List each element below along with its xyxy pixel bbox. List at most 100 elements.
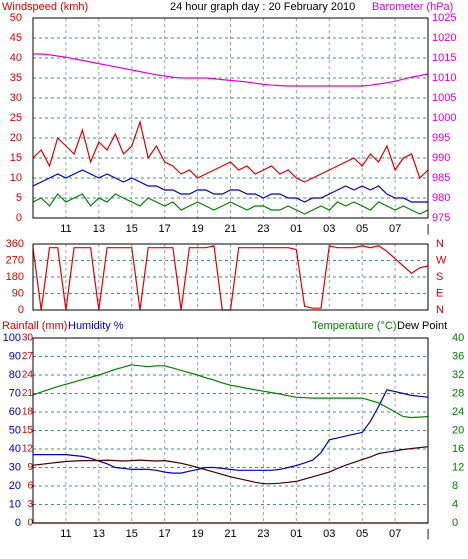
chart-title: 24 hour graph day : 20 February 2010 (170, 1, 355, 13)
y2-tick-label: 985 (432, 172, 450, 184)
y2-tick-label: 1025 (432, 12, 456, 24)
y-tick-label: 25 (10, 112, 22, 124)
y2-tick-label: 0 (452, 517, 458, 529)
y-tick-label: 45 (10, 32, 22, 44)
x-tick-label: 13 (93, 223, 105, 235)
y2-tick-label: W (436, 254, 447, 266)
y2-tick-label: S (436, 271, 443, 283)
y2-tick-label: 32 (452, 369, 464, 381)
series-line (32, 119, 429, 183)
x-tick-label: 13 (93, 528, 105, 540)
series-label: Dew Point (397, 320, 447, 332)
y-tick-label: 0 (16, 212, 22, 224)
y-tick-label: 10 (9, 498, 21, 510)
y3-tick-label: 0 (27, 518, 33, 529)
y-tick-label: 360 (6, 238, 24, 250)
x-tick-label: 11 (60, 528, 71, 540)
x-tick-label: 17 (159, 223, 171, 235)
y2-tick-label: 1015 (432, 52, 456, 64)
x-tick-label: 21 (224, 528, 236, 540)
y-tick-label: 20 (10, 132, 22, 144)
y-tick-label: 30 (9, 461, 21, 473)
y-tick-label: 40 (10, 52, 22, 64)
y-tick-label: 35 (10, 72, 22, 84)
x-tick-label: 15 (126, 223, 138, 235)
series-line (32, 193, 429, 215)
plot-border (32, 337, 429, 524)
y2-tick-label: 1005 (432, 92, 456, 104)
y3-tick-label: 21 (22, 388, 34, 399)
y-tick-label: 5 (16, 192, 22, 204)
y3-tick-label: 6 (27, 481, 33, 492)
y2-tick-label: 990 (432, 152, 450, 164)
x-tick-label: 19 (191, 528, 203, 540)
y-tick-label: 50 (10, 12, 22, 24)
series-line (33, 53, 429, 87)
y-tick-label: 30 (10, 92, 22, 104)
y2-tick-label: 12 (452, 461, 464, 473)
y3-tick-label: 12 (22, 444, 34, 455)
y2-tick-label: 28 (452, 387, 464, 399)
x-tick-label: 11 (60, 223, 71, 235)
x-tick-label: 05 (356, 223, 368, 235)
plot-border (32, 243, 429, 311)
y-tick-label: 100 (3, 332, 21, 344)
x-tick-label: 21 (224, 223, 236, 235)
y2-tick-label: 4 (452, 498, 458, 510)
plot-border (32, 17, 429, 219)
axis-label: Temperature (°C) (312, 320, 396, 332)
y3-tick-label: 3 (27, 499, 33, 510)
y3-tick-label: 15 (22, 425, 34, 436)
y2-tick-label: 1020 (432, 32, 456, 44)
x-tick-label: | (427, 223, 430, 235)
x-tick-label: 17 (159, 528, 171, 540)
plot-frame (32, 17, 429, 219)
y2-tick-label: 24 (452, 406, 464, 418)
y3-tick-label: 27 (22, 351, 34, 362)
x-tick-label: 01 (290, 528, 302, 540)
y2-tick-label: 40 (452, 332, 464, 344)
y-tick-label: 40 (9, 443, 21, 455)
x-tick-label: 03 (323, 528, 335, 540)
y-tick-label: 180 (6, 271, 24, 283)
x-tick-label: 03 (323, 223, 335, 235)
x-tick-label: 07 (389, 528, 401, 540)
y3-tick-label: 18 (22, 407, 34, 418)
x-tick-label: 07 (389, 223, 401, 235)
series-line (32, 446, 429, 485)
y3-tick-label: 9 (27, 462, 33, 473)
y2-tick-label: N (436, 304, 444, 316)
axis-label: Humidity % (68, 320, 124, 332)
series-line (32, 364, 429, 419)
y2-tick-label: 8 (452, 480, 458, 492)
y2-tick-label: 16 (452, 443, 464, 455)
x-tick-label: | (427, 528, 430, 540)
y2-tick-label: N (436, 238, 444, 250)
x-tick-label: 05 (356, 528, 368, 540)
y-tick-label: 0 (15, 517, 21, 529)
y2-tick-label: 975 (432, 212, 450, 224)
y-tick-label: 90 (12, 287, 24, 299)
y-tick-label: 80 (9, 369, 21, 381)
x-tick-label: 23 (257, 223, 269, 235)
y2-tick-label: 36 (452, 350, 464, 362)
x-tick-label: 19 (191, 223, 203, 235)
axis-label: Barometer (hPa) (372, 1, 453, 13)
y2-tick-label: E (436, 287, 443, 299)
y-tick-label: 70 (9, 387, 21, 399)
y3-tick-label: 30 (22, 333, 34, 344)
y-tick-label: 90 (9, 350, 21, 362)
y-tick-label: 20 (9, 480, 21, 492)
y-tick-label: 10 (10, 172, 22, 184)
axis-label: Windspeed (kmh) (2, 1, 88, 13)
y2-tick-label: 20 (452, 424, 464, 436)
y-tick-label: 60 (9, 406, 21, 418)
y2-tick-label: 980 (432, 192, 450, 204)
x-tick-label: 15 (126, 528, 138, 540)
y-tick-label: 15 (10, 152, 22, 164)
y-tick-label: 0 (18, 304, 24, 316)
series-line (32, 169, 428, 203)
y2-tick-label: 995 (432, 132, 450, 144)
x-tick-label: 23 (257, 528, 269, 540)
y-tick-label: 270 (6, 254, 24, 266)
